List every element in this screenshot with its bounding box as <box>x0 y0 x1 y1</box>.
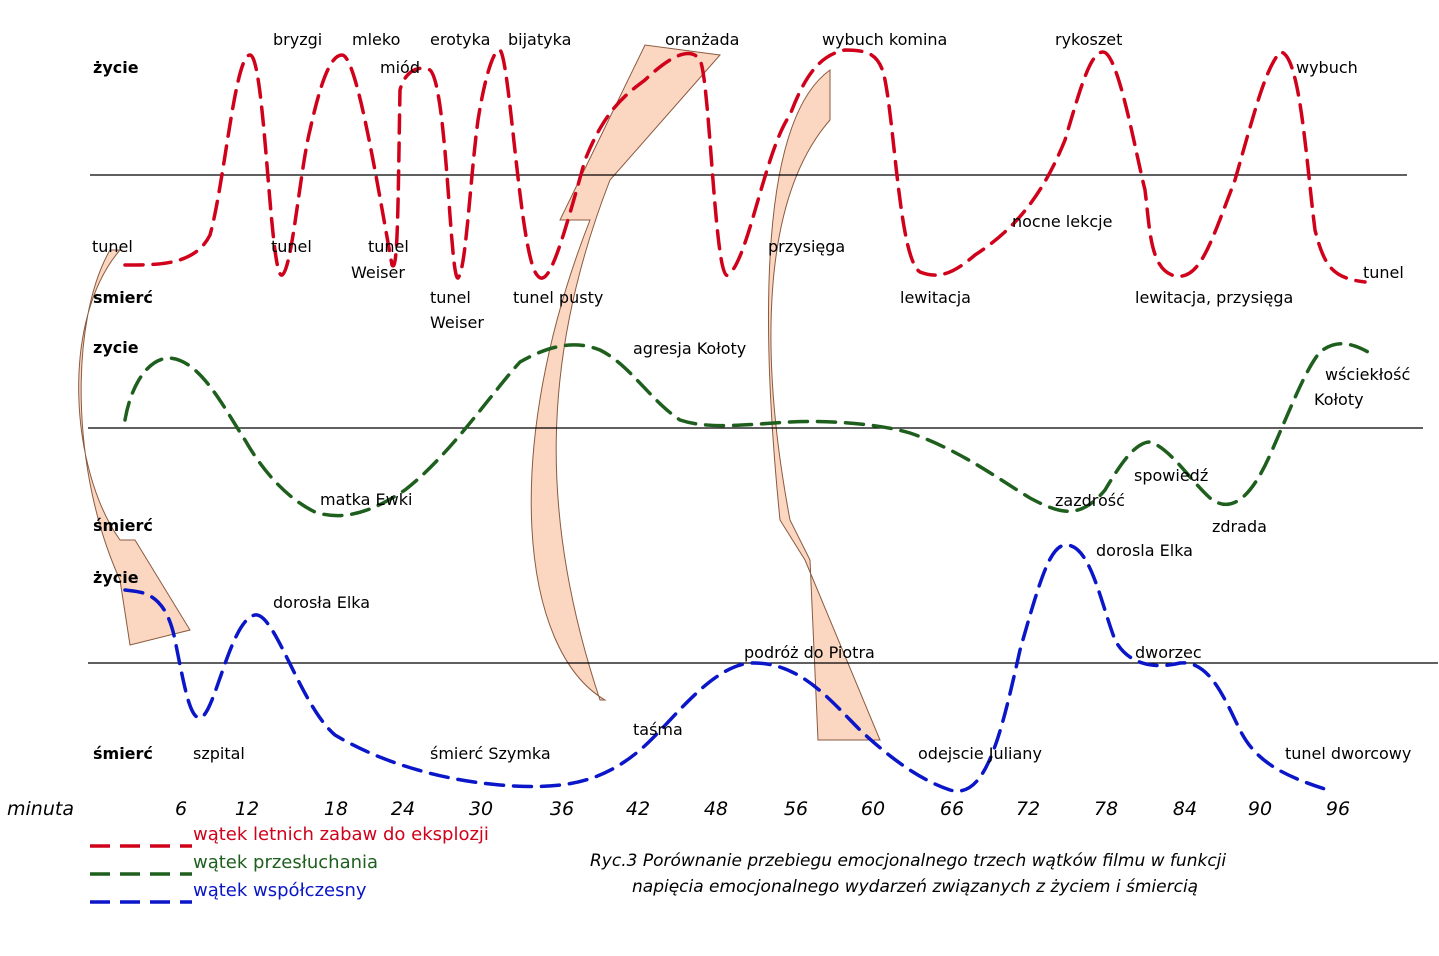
label-red-top: życie <box>93 58 139 77</box>
legend: wątek letnich zabaw do eksplozji wątek p… <box>90 824 489 904</box>
label-green-bottom: śmierć <box>93 516 153 535</box>
ann-red-13: Weiser <box>351 263 405 282</box>
caption-line-1: Ryc.3 Porównanie przebiegu emocjonalnego… <box>590 851 1226 871</box>
x-tick-13: 78 <box>1094 798 1118 820</box>
series-red-curve <box>123 48 1367 284</box>
blue-annotations: dorosła Elka dorosla Elka podróż do Piot… <box>193 541 1411 763</box>
legend-label-green: wątek przesłuchania <box>193 852 378 873</box>
ann-red-2: mleko <box>352 30 400 49</box>
ann-red-9: wybuch <box>1296 58 1358 77</box>
ann-red-10: tunel <box>92 237 133 256</box>
x-tick-4: 24 <box>391 798 415 820</box>
green-annotations: agresja Kołoty wściekłość Kołoty matka E… <box>320 339 1410 536</box>
ann-red-7: wybuch komina <box>822 30 947 49</box>
red-annotations: bryzgi mleko miód erotyka bijatyka oranż… <box>92 30 1404 332</box>
label-blue-top: życie <box>93 568 139 587</box>
ann-red-21: tunel <box>1363 263 1404 282</box>
x-tick-14: 84 <box>1173 798 1197 820</box>
ann-red-19: nocne lekcje <box>1012 212 1112 231</box>
ann-red-6: oranżada <box>665 30 739 49</box>
ann-blue-3: podróż do Piotra <box>744 643 875 662</box>
label-green-top: zycie <box>93 338 139 357</box>
series-green-curve <box>123 342 1370 518</box>
x-tick-3: 18 <box>324 798 348 820</box>
ann-red-16: tunel pusty <box>513 288 603 307</box>
series-blue-curve <box>123 543 1330 793</box>
connector-arrows <box>78 44 881 741</box>
ann-green-5: zazdrość <box>1055 491 1125 510</box>
ann-blue-1: dorosła Elka <box>273 593 370 612</box>
x-tick-6: 36 <box>550 798 574 820</box>
ann-red-4: erotyka <box>430 30 490 49</box>
x-axis-ticks: 6 12 18 24 30 36 42 48 56 60 66 72 78 84 90 96 <box>175 798 1350 820</box>
ann-blue-4: dworzec <box>1135 643 1202 662</box>
x-tick-15: 90 <box>1248 798 1272 820</box>
ann-red-8: rykoszet <box>1055 30 1122 49</box>
ann-blue-2: dorosla Elka <box>1096 541 1193 560</box>
ann-blue-9: tunel dworcowy <box>1285 744 1411 763</box>
x-tick-7: 42 <box>626 798 650 820</box>
ann-blue-6: śmierć Szymka <box>430 744 551 763</box>
ann-green-1: agresja Kołoty <box>633 339 746 358</box>
ann-red-1: bryzgi <box>273 30 322 49</box>
arrow-up-large <box>530 44 721 701</box>
x-tick-9: 56 <box>784 798 808 820</box>
ann-green-7: zdrada <box>1212 517 1267 536</box>
x-tick-11: 66 <box>940 798 964 820</box>
ann-red-5: bijatyka <box>508 30 571 49</box>
ann-blue-8: odejscie Juliany <box>918 744 1042 763</box>
x-tick-10: 60 <box>861 798 885 820</box>
arrow-down-large <box>767 69 881 741</box>
legend-label-blue: wątek współczesny <box>193 880 367 901</box>
ann-green-6: spowiedź <box>1134 466 1208 485</box>
ann-red-18: lewitacja <box>900 288 971 307</box>
x-tick-12: 72 <box>1016 798 1040 820</box>
x-tick-1: 6 <box>175 798 187 820</box>
ann-blue-5: szpital <box>193 744 245 763</box>
label-blue-bottom: śmierć <box>93 744 153 763</box>
legend-label-red: wątek letnich zabaw do eksplozji <box>193 824 489 845</box>
ann-red-15: Weiser <box>430 313 484 332</box>
x-tick-5: 30 <box>469 798 493 820</box>
ann-red-12: tunel <box>368 237 409 256</box>
ann-green-4: matka Ewki <box>320 490 412 509</box>
ann-red-3: miód <box>380 58 420 77</box>
x-axis-label: minuta <box>7 798 74 820</box>
row-labels: życie smierć zycie śmierć życie śmierć <box>93 58 153 763</box>
x-tick-8: 48 <box>704 798 728 820</box>
ann-red-11: tunel <box>271 237 312 256</box>
arrow-left <box>78 249 191 646</box>
label-red-bottom: smierć <box>93 288 153 307</box>
ann-green-3: Kołoty <box>1314 390 1364 409</box>
figure-caption: Ryc.3 Porównanie przebiegu emocjonalnego… <box>590 851 1226 897</box>
x-tick-16: 96 <box>1326 798 1350 820</box>
ann-blue-7: taśma <box>633 720 683 739</box>
caption-line-2: napięcia emocjonalnego wydarzeń związany… <box>632 877 1198 897</box>
ann-red-14: tunel <box>430 288 471 307</box>
x-tick-2: 12 <box>235 798 259 820</box>
ann-red-20: lewitacja, przysięga <box>1135 288 1293 307</box>
ann-red-17: przysięga <box>768 237 845 256</box>
ann-green-2: wściekłość <box>1325 365 1410 384</box>
